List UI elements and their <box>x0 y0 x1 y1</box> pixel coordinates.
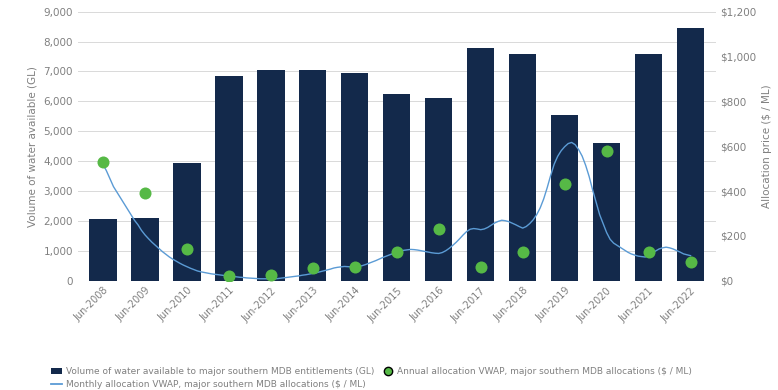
Point <box>601 147 613 154</box>
Point <box>307 265 319 271</box>
Bar <box>635 53 662 281</box>
Y-axis label: Volume of water available (GL): Volume of water available (GL) <box>28 66 38 227</box>
Point <box>138 190 151 197</box>
Bar <box>89 219 117 281</box>
Point <box>265 272 277 278</box>
Bar <box>677 28 704 281</box>
Point <box>96 159 109 165</box>
Bar <box>216 76 243 281</box>
Bar <box>593 143 620 281</box>
Point <box>433 226 445 232</box>
Bar <box>467 48 494 281</box>
Point <box>643 248 655 255</box>
Bar <box>383 94 411 281</box>
Point <box>559 181 571 188</box>
Bar <box>425 98 452 281</box>
Bar <box>551 115 578 281</box>
Point <box>349 264 361 271</box>
Point <box>475 264 487 271</box>
Point <box>517 248 529 255</box>
Point <box>685 259 697 265</box>
Bar <box>509 53 536 281</box>
Bar <box>131 218 159 281</box>
Bar <box>258 70 285 281</box>
Point <box>180 246 193 253</box>
Point <box>391 248 403 255</box>
Bar <box>342 73 369 281</box>
Bar <box>300 70 327 281</box>
Point <box>223 273 235 279</box>
Legend: Volume of water available to major southern MDB entitlements (GL), Monthly alloc: Volume of water available to major south… <box>51 367 692 389</box>
Bar <box>173 163 201 281</box>
Y-axis label: Allocation price ($ / ML): Allocation price ($ / ML) <box>762 85 773 208</box>
